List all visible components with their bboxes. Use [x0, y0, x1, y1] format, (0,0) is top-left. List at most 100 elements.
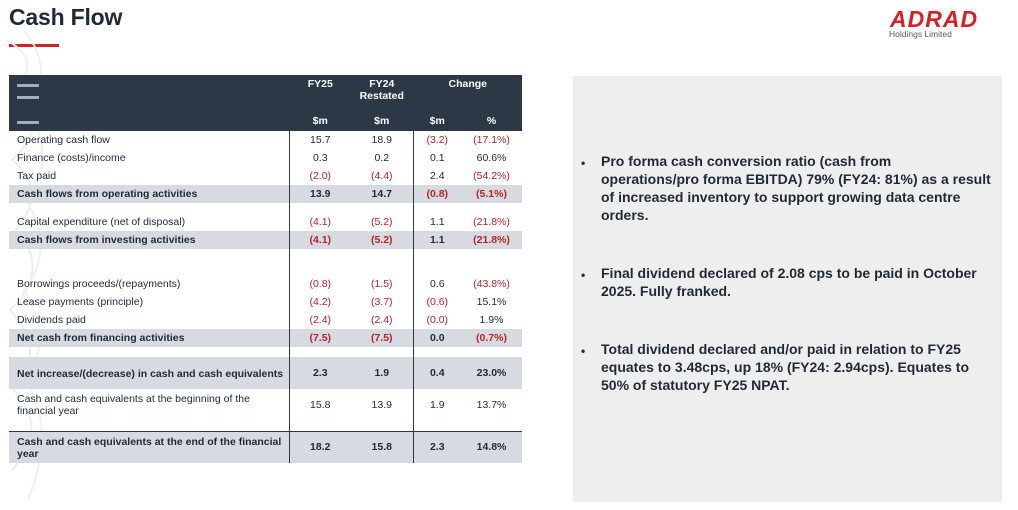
bullet-dot-icon: • — [581, 344, 586, 358]
cell-fy24: 15.8 — [351, 431, 413, 463]
bullet-dot-icon: • — [581, 156, 586, 170]
cell-fy25: 2.3 — [288, 357, 351, 389]
cell-change-abs: (0.0) — [412, 311, 461, 329]
cell-change-pct: (17.1%) — [473, 134, 510, 146]
cell-fy24: 1.9 — [351, 357, 413, 389]
subtotal-row: Cash flows from operating activities 13.… — [9, 185, 523, 203]
cell-change-abs: (3.2) — [412, 131, 461, 149]
table-row: Lease payments (principle) (4.2) (3.7) (… — [9, 293, 522, 311]
bullet-text: Total dividend declared and/or paid in r… — [601, 341, 970, 393]
page-title: Cash Flow — [9, 4, 123, 30]
cell-change-pct: (21.8%) — [461, 231, 523, 249]
cell-change-pct: 23.0% — [461, 357, 523, 389]
cell-fy24: 13.9 — [371, 399, 392, 411]
row-label: Net increase/(decrease) in cash and cash… — [9, 357, 289, 389]
commentary-bullet: • Total dividend declared and/or paid in… — [581, 340, 993, 394]
cell-change-pct: (21.8%) — [473, 216, 510, 228]
logo-subtitle: Holdings Limited — [889, 29, 952, 39]
unit-fy24: $m — [351, 111, 413, 131]
cell-change-abs: 2.4 — [412, 167, 461, 185]
row-label: Borrowings proceeds/(repayments) — [17, 278, 181, 290]
bullet-text: Pro forma cash conversion ratio (cash fr… — [601, 153, 991, 223]
cell-fy25: 0.3 — [288, 149, 351, 167]
col-header-fy25: FY25 — [288, 75, 351, 111]
table-row: Dividends paid (2.4) (2.4) (0.0) 1.9% — [9, 311, 522, 329]
spacer-row — [9, 347, 522, 357]
col-header-fy24: FY24 Restated — [351, 75, 413, 111]
cell-fy25: (0.8) — [288, 275, 351, 293]
table-row: Capital expenditure (net of disposal) (4… — [9, 213, 522, 231]
cell-change-abs: 1.9 — [412, 389, 461, 421]
commentary-bullet: • Final dividend declared of 2.08 cps to… — [581, 264, 993, 300]
col-header-fy24-line1: FY24 — [369, 78, 395, 90]
table-row: Cash and cash equivalents at the beginni… — [9, 389, 522, 421]
cell-change-abs: (0.8) — [412, 185, 461, 203]
cash-flow-table: FY25 FY24 Restated Change $m $m $m % Ope… — [9, 75, 523, 463]
table-row: Operating cash flow 15.7 18.9 (3.2) (17.… — [9, 131, 522, 149]
bullet-text: Final dividend declared of 2.08 cps to b… — [601, 265, 977, 299]
row-label: Dividends paid — [17, 314, 86, 326]
units-label-cell — [9, 111, 289, 131]
cell-change-abs: 1.1 — [412, 231, 461, 249]
header-decor-bar — [17, 121, 39, 124]
cell-change-pct: (43.8%) — [473, 278, 510, 290]
cell-change-abs: 1.1 — [412, 213, 461, 231]
cell-change-abs: (0.6) — [412, 293, 461, 311]
table-header-label-cell — [9, 75, 289, 111]
cell-fy25: (2.4) — [288, 311, 351, 329]
cell-fy24: (7.5) — [351, 329, 413, 347]
cell-change-pct: 13.7% — [476, 399, 507, 411]
cell-fy25: (4.1) — [288, 213, 351, 231]
row-label: Cash flows from operating activities — [9, 185, 289, 203]
cell-fy24: (3.7) — [370, 296, 393, 308]
cell-change-pct: (0.7%) — [461, 329, 523, 347]
cell-fy25: (7.5) — [288, 329, 351, 347]
row-label: Finance (costs)/income — [17, 152, 126, 164]
cell-fy25: 15.8 — [288, 389, 351, 421]
logo-wordmark: ADRAD — [890, 6, 979, 32]
cell-fy25: 15.7 — [288, 131, 351, 149]
cell-fy24: (5.2) — [370, 216, 393, 228]
cell-change-abs: 0.4 — [412, 357, 461, 389]
row-label: Capital expenditure (net of disposal) — [17, 216, 186, 228]
cell-fy24: (5.2) — [351, 231, 413, 249]
cell-change-pct: 1.9% — [479, 314, 504, 326]
commentary-panel: • Pro forma cash conversion ratio (cash … — [573, 76, 1002, 502]
company-logo: ADRAD Holdings Limited — [886, 6, 1012, 40]
cell-fy24: (2.4) — [370, 314, 393, 326]
cell-change-abs: 0.1 — [412, 149, 461, 167]
table-row: Finance (costs)/income 0.3 0.2 0.1 60.6% — [9, 149, 522, 167]
col-header-fy24-line2: Restated — [359, 90, 404, 102]
unit-change-pct: % — [461, 111, 523, 131]
table-header-row: FY25 FY24 Restated Change — [9, 75, 523, 111]
row-label: Operating cash flow — [17, 134, 110, 146]
cell-fy24: (1.5) — [370, 278, 393, 290]
subtotal-row: Net cash from financing activities (7.5)… — [9, 329, 523, 347]
cell-fy25: (2.0) — [288, 167, 351, 185]
cell-change-abs: 2.3 — [412, 431, 461, 463]
cell-fy25: (4.2) — [288, 293, 351, 311]
cell-fy24: (4.4) — [370, 170, 393, 182]
cell-fy24: 14.7 — [351, 185, 413, 203]
cell-fy25: 13.9 — [288, 185, 351, 203]
subtotal-row: Cash flows from investing activities (4.… — [9, 231, 523, 249]
unit-fy25: $m — [288, 111, 351, 131]
row-label: Net cash from financing activities — [9, 329, 289, 347]
cell-change-pct: 14.8% — [461, 431, 523, 463]
cell-change-abs: 0.0 — [412, 329, 461, 347]
cell-fy25: 18.2 — [288, 431, 351, 463]
header-decor-bar — [17, 84, 39, 87]
total-row: Cash and cash equivalents at the end of … — [9, 431, 523, 463]
subtotal-row: Net increase/(decrease) in cash and cash… — [9, 357, 523, 389]
row-label: Cash flows from investing activities — [9, 231, 289, 249]
row-label: Tax paid — [17, 170, 57, 182]
cell-change-abs: 0.6 — [412, 275, 461, 293]
cell-change-pct: (5.1%) — [461, 185, 523, 203]
spacer-row — [9, 421, 522, 431]
cell-change-pct: (54.2%) — [473, 170, 510, 182]
cell-fy25: (4.1) — [288, 231, 351, 249]
row-label: Cash and cash equivalents at the beginni… — [17, 393, 250, 417]
cell-change-pct: 60.6% — [476, 152, 507, 164]
table-row: Tax paid (2.0) (4.4) 2.4 (54.2%) — [9, 167, 522, 185]
unit-change-abs: $m — [412, 111, 461, 131]
